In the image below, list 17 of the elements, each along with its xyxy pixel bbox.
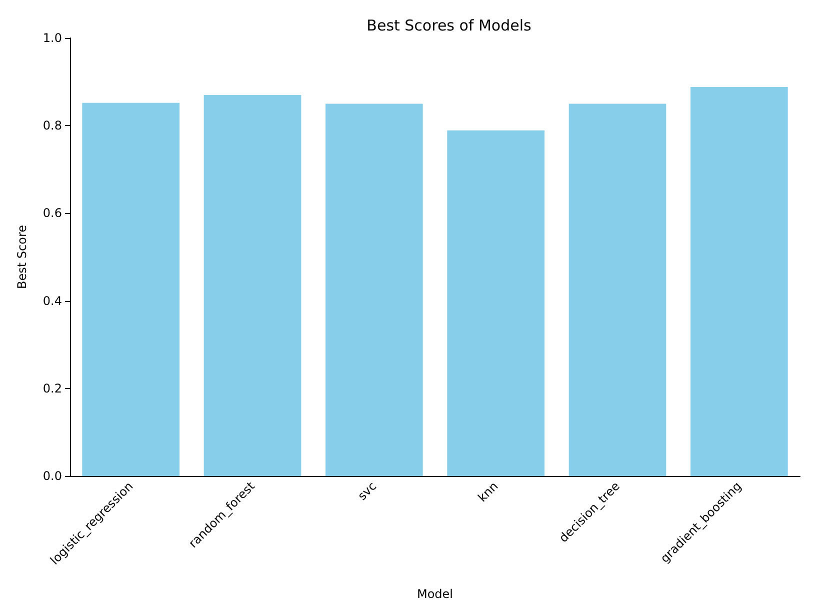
y-tick-label: 1.0: [42, 31, 62, 45]
bar: [326, 104, 423, 476]
bar: [690, 87, 788, 476]
y-tick-label: 0.6: [42, 206, 62, 220]
chart-title: Best Scores of Models: [366, 16, 532, 34]
bar: [568, 104, 666, 476]
bar: [204, 94, 302, 476]
x-tick-label: knn: [475, 479, 501, 505]
x-tick-label: svc: [355, 479, 380, 504]
bar: [82, 102, 180, 476]
x-axis-title: Model: [416, 587, 454, 601]
y-tick-label: 0.2: [42, 381, 62, 396]
bar: [447, 130, 544, 476]
y-tick-label: 0.8: [42, 118, 62, 133]
y-tick-label: 0.0: [42, 469, 62, 483]
y-tick-label: 0.4: [42, 294, 62, 308]
y-axis-title: Best Score: [15, 225, 29, 289]
